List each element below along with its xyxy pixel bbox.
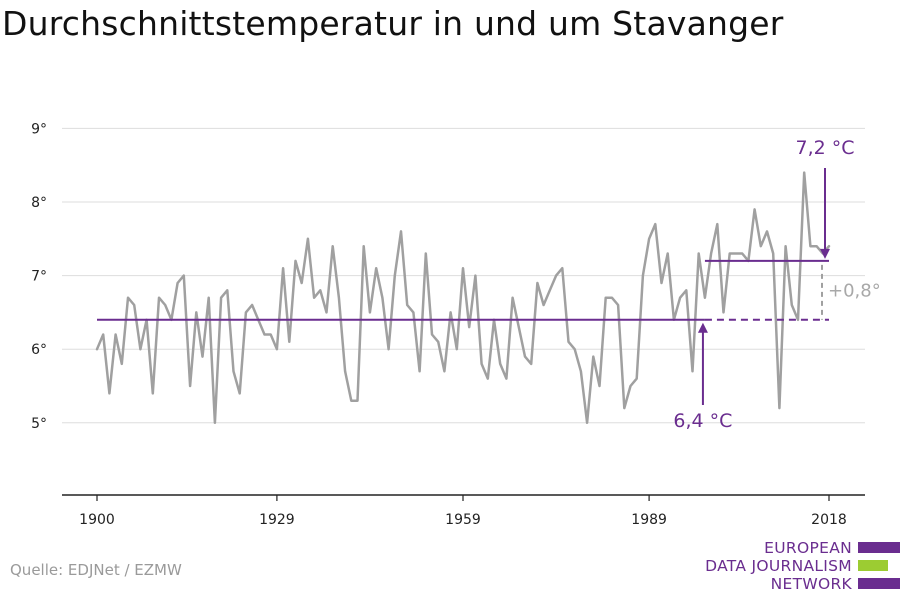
y-tick-label: 8° — [31, 195, 47, 211]
logo-line-3: NETWORK — [770, 575, 852, 593]
baseline-mean-label: 6,4 °C — [673, 410, 732, 432]
source-note: Quelle: EDJNet / EZMW — [10, 561, 182, 579]
logo-bar-3 — [858, 578, 900, 589]
logo-bar-1 — [858, 542, 900, 553]
y-tick-label: 6° — [31, 342, 47, 358]
y-tick-label: 9° — [31, 121, 47, 137]
x-tick-label: 1959 — [445, 512, 481, 528]
x-axis: 1900 1929 1959 1989 2018 — [62, 494, 865, 528]
recent-arrow-head — [820, 248, 830, 259]
x-tick-label: 1929 — [259, 512, 295, 528]
y-tick-label: 5° — [31, 416, 47, 432]
annotations: +0,8° 6,4 °C 7,2 °C — [673, 137, 880, 432]
x-tick-label: 2018 — [811, 512, 847, 528]
page-title: Durchschnittstemperatur in und um Stavan… — [2, 4, 784, 43]
y-tick-labels: 5° 6° 7° 8° 9° — [31, 121, 47, 431]
recent-mean-label: 7,2 °C — [795, 137, 854, 159]
baseline-arrow-head — [697, 322, 708, 333]
reference-lines — [97, 259, 829, 321]
temperature-series-line — [95, 171, 831, 425]
y-tick-label: 7° — [31, 269, 47, 285]
x-tick-label: 1989 — [631, 512, 667, 528]
x-tick-label: 1900 — [79, 512, 115, 528]
logo-line-2: DATA JOURNALISM — [705, 557, 852, 575]
logo-line-1: EUROPEAN — [764, 539, 852, 557]
difference-label: +0,8° — [828, 280, 881, 301]
series — [95, 171, 831, 425]
edjnet-logo: EUROPEAN DATA JOURNALISM NETWORK — [700, 538, 900, 596]
logo-bar-2 — [858, 560, 888, 571]
